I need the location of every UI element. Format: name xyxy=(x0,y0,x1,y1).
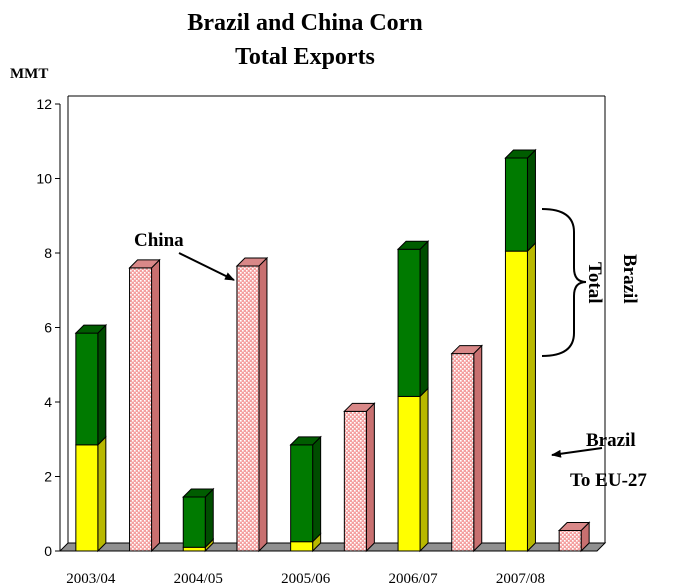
china-bar-2004/05 xyxy=(236,256,268,553)
brazil-eu-annotation-line2: To EU-27 xyxy=(570,470,647,491)
brazil-total-bar-2004/05 xyxy=(182,487,214,549)
brazil-bar-top-2006/07 xyxy=(396,240,430,250)
y-tick-label: 12 xyxy=(36,96,52,112)
brazil-eu-arrow xyxy=(551,447,603,458)
brazil-eu27-bar-2003/04 xyxy=(75,435,107,553)
china-bar-2005/06 xyxy=(343,402,375,553)
china-bar-top-2006/07 xyxy=(450,345,483,355)
brazil-total-annotation-line1: Brazil xyxy=(619,254,640,304)
x-tick-label: 2004/05 xyxy=(174,571,223,587)
china-bar-top-2007/08 xyxy=(557,522,591,532)
y-tick-label: 4 xyxy=(44,394,52,410)
china-bar-2003/04 xyxy=(129,258,161,553)
brazil-total-bar-2007/08 xyxy=(504,148,536,253)
x-axis-ticks: 2003/04 2004/05 2005/06 2006/07 2007/08 xyxy=(66,571,545,587)
brazil-eu27-bar-2006/07 xyxy=(397,387,429,553)
y-axis-ticks: 0 2 4 6 8 10 12 xyxy=(36,96,60,559)
brazil-eu27-bar-2007/08 xyxy=(504,241,536,553)
x-tick-label: 2007/08 xyxy=(496,571,545,587)
x-tick-label: 2006/07 xyxy=(388,571,438,587)
brazil-bar-top-2007/08 xyxy=(504,149,537,159)
chart-title-line2: Total Exports xyxy=(235,44,375,70)
y-tick-label: 0 xyxy=(44,543,52,559)
y-tick-label: 6 xyxy=(44,320,52,336)
china-bar-top-2005/06 xyxy=(343,402,376,412)
china-bar-top-2003/04 xyxy=(128,259,161,269)
brazil-total-bar-2006/07 xyxy=(397,240,429,398)
y-tick-label: 2 xyxy=(44,469,52,485)
brazil-total-bar-2005/06 xyxy=(290,435,322,543)
brazil-bar-top-2005/06 xyxy=(289,436,322,446)
brazil-total-brace xyxy=(541,208,587,357)
x-tick-label: 2003/04 xyxy=(66,571,116,587)
china-arrow xyxy=(178,252,235,281)
bars xyxy=(74,148,591,553)
brazil-bar-top-2003/04 xyxy=(74,324,108,334)
x-tick-label: 2005/06 xyxy=(281,571,331,587)
china-bar-2007/08 xyxy=(558,521,590,553)
chart-title-line1: Brazil and China Corn xyxy=(187,10,422,36)
y-tick-label: 10 xyxy=(36,171,52,187)
brazil-total-bar-2003/04 xyxy=(75,323,107,447)
china-bar-2006/07 xyxy=(451,344,483,553)
china-annotation: China xyxy=(134,230,184,251)
china-bar-top-2004/05 xyxy=(235,257,269,267)
brazil-eu-annotation-line1: Brazil xyxy=(586,430,636,451)
brazil-bar-top-2004/05 xyxy=(182,488,215,498)
y-tick-label: 8 xyxy=(44,245,52,261)
brazil-total-annotation-line2: Total xyxy=(584,262,605,304)
y-axis-label: MMT xyxy=(10,66,48,82)
